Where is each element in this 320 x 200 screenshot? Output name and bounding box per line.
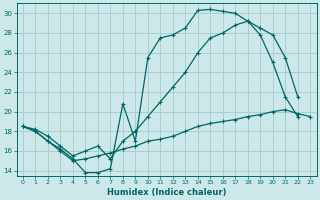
X-axis label: Humidex (Indice chaleur): Humidex (Indice chaleur) [107, 188, 226, 197]
